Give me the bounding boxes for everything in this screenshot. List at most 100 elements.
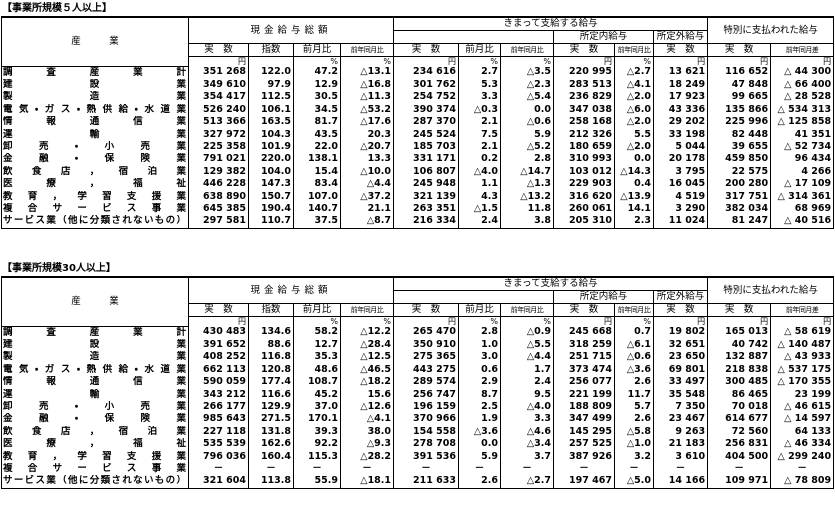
value-cell: 430 483 — [188, 326, 249, 339]
value-cell: △5.8 — [614, 425, 655, 439]
table-head: 産 業現金給与総額 きまって支給する給与 特別に支払われた給与 所定内給与 所定外給与実… — [1, 16, 835, 67]
data-row: 医療，福祉 535 539 162.6 92.2 △9.3 278 708 0.0 △3.4 2… — [1, 438, 835, 451]
value-cell: － — [188, 462, 249, 476]
value-cell: 11.7 — [614, 388, 655, 401]
value-cell: △ 44 300 — [770, 66, 835, 79]
value-cell: 614 677 — [707, 413, 772, 426]
value-cell: 2.6 — [458, 475, 502, 489]
industry-name: 建設業 — [1, 78, 189, 92]
data-row: 情報通信業 513 366 163.5 81.7 △17.6 287 370 2.1 △0.6… — [1, 116, 835, 129]
value-cell: 391 536 — [393, 450, 460, 463]
value-cell: 327 972 — [188, 128, 249, 141]
value-cell: 9 263 — [653, 425, 709, 439]
value-cell: 301 762 — [393, 78, 460, 92]
industry-name: サービス業（他に分類されないもの） — [1, 215, 189, 229]
unit-label: % — [339, 316, 395, 326]
group-header: きまって支給する給与 — [393, 16, 709, 31]
value-cell: 245 668 — [553, 326, 616, 339]
value-cell: △4.1 — [614, 78, 655, 92]
value-cell: △9.3 — [339, 438, 395, 451]
value-cell: 112.5 — [248, 91, 294, 104]
value-cell: 165 013 — [707, 326, 772, 339]
value-cell: 590 059 — [188, 376, 249, 389]
value-cell: 107.0 — [293, 190, 341, 203]
value-cell: 8.7 — [458, 388, 502, 401]
column-header: 前年同月比 — [500, 303, 555, 317]
value-cell: 4 266 — [770, 165, 835, 179]
value-cell: △3.6 — [458, 425, 502, 439]
column-header: 実 数 — [653, 303, 709, 317]
value-cell: 45.2 — [293, 388, 341, 401]
industry-name: 製造業 — [1, 91, 189, 104]
value-cell: 3 795 — [653, 165, 709, 179]
value-cell: 266 177 — [188, 400, 249, 414]
value-cell: △13.1 — [339, 66, 395, 79]
column-header: 実 数 — [393, 303, 460, 317]
value-cell: 180 659 — [553, 140, 616, 154]
header-row: 産 業現金給与総額 きまって支給する給与 特別に支払われた給与 — [1, 16, 835, 67]
value-cell: 16 045 — [653, 178, 709, 191]
value-cell: 97.9 — [248, 78, 294, 92]
value-cell: 257 525 — [553, 438, 616, 451]
value-cell: 33 198 — [653, 128, 709, 141]
value-cell: 0.0 — [614, 153, 655, 166]
industry-name: 建設業 — [1, 338, 189, 352]
industry-name: 金融・保険業 — [1, 153, 189, 166]
value-cell: △6.0 — [614, 103, 655, 117]
value-cell: 120.8 — [248, 363, 294, 377]
value-cell: 2.6 — [614, 376, 655, 389]
value-cell: △4.4 — [339, 178, 395, 191]
value-cell: 300 485 — [707, 376, 772, 389]
value-cell: 347 038 — [553, 103, 616, 117]
value-cell: 88.6 — [248, 338, 294, 352]
subgroup-header: 所定外給与 — [653, 290, 709, 304]
value-cell: 2.8 — [500, 153, 555, 166]
value-cell: 317 751 — [707, 190, 772, 203]
value-cell: △6.1 — [614, 338, 655, 352]
value-cell: 211 633 — [393, 475, 460, 489]
value-cell: △1.0 — [614, 438, 655, 451]
value-cell: △2.0 — [614, 91, 655, 104]
header-row: 所定内給与 所定外給与 — [2, 30, 834, 44]
value-cell: 260 061 — [553, 202, 616, 216]
value-cell: 2.4 — [458, 215, 502, 229]
value-cell: △18.2 — [339, 376, 395, 389]
data-row: 運輸業 343 212 116.6 45.2 15.6 256 747 8.7 9.5 221 … — [1, 388, 835, 401]
industry-name: 卸売・小売業 — [1, 400, 189, 414]
data-row: 金融・保険業 791 021 220.0 138.1 13.3 331 171 0.2 2.8… — [1, 153, 835, 166]
value-cell: 106 807 — [393, 165, 460, 179]
value-cell: 40 742 — [707, 338, 772, 352]
data-row: 卸売・小売業 266 177 129.9 37.0 △12.6 196 159 2.5 △4.… — [1, 400, 835, 414]
value-cell: 289 574 — [393, 376, 460, 389]
value-cell: 1.9 — [458, 413, 502, 426]
value-cell: 287 370 — [393, 116, 460, 129]
value-cell: 347 499 — [553, 413, 616, 426]
column-header: 前年同月比 — [339, 303, 395, 317]
value-cell: 35 548 — [653, 388, 709, 401]
unit-label: 円 — [553, 316, 616, 326]
column-header: 実 数 — [188, 43, 249, 57]
value-cell: 58.2 — [293, 326, 341, 339]
value-cell: 225 358 — [188, 140, 249, 154]
data-row: 複合サービス事業－－－－－－－－－－－－ — [1, 462, 835, 476]
value-cell: 220.0 — [248, 153, 294, 166]
value-cell: 382 034 — [707, 202, 772, 216]
value-cell: △3.4 — [500, 438, 555, 451]
column-header: 実 数 — [707, 303, 772, 317]
industry-name: 金融・保険業 — [1, 413, 189, 426]
value-cell: △3.6 — [614, 363, 655, 377]
value-cell: 103 012 — [553, 165, 616, 179]
value-cell: 39.3 — [293, 425, 341, 439]
industry-name: 複合サービス事業 — [1, 462, 189, 476]
value-cell: 23 467 — [653, 413, 709, 426]
value-cell: 1.1 — [458, 178, 502, 191]
column-header: 実 数 — [188, 303, 249, 317]
unit-label: 円 — [393, 316, 460, 326]
group-header: 現金給与総額 — [187, 276, 395, 304]
column-header: 実 数 — [653, 43, 709, 57]
table-body: 調査産業計 430 483 134.6 58.2 △12.2 265 470 2.8 △0.9… — [1, 326, 835, 489]
value-cell: △2.3 — [500, 78, 555, 92]
value-cell: － — [293, 462, 341, 476]
value-cell: － — [458, 462, 502, 476]
value-cell: △53.2 — [339, 103, 395, 117]
